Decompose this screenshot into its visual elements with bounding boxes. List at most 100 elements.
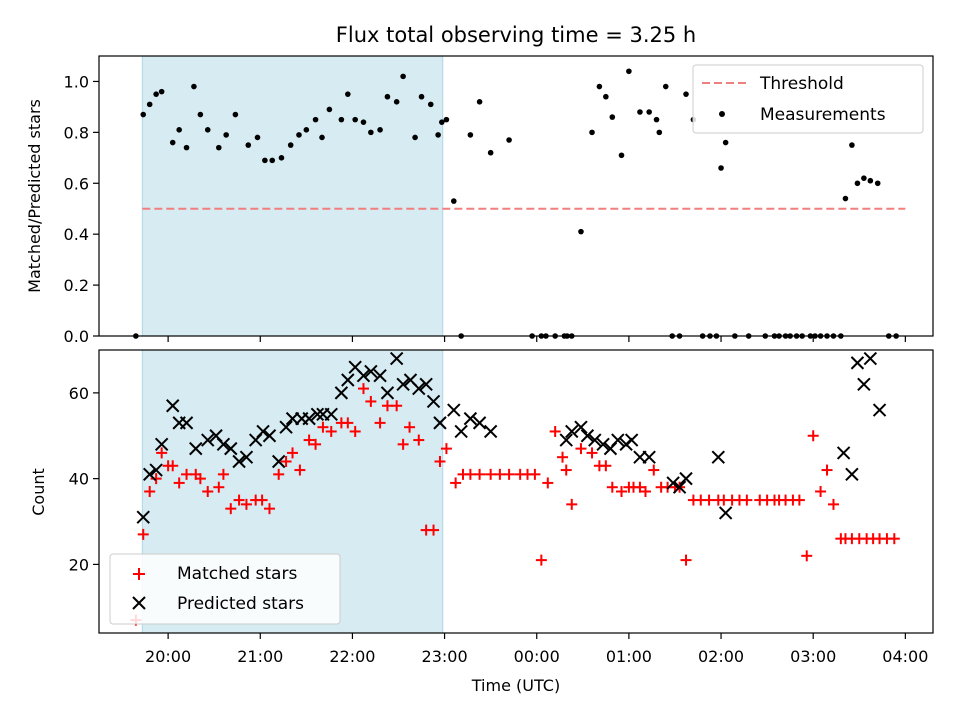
matched-star-point	[680, 554, 692, 566]
matched-star-point	[586, 447, 598, 459]
measurement-point	[254, 134, 261, 141]
top-axes-frame	[98, 55, 934, 337]
legend-threshold-label: Threshold	[759, 74, 844, 94]
measurement-point	[245, 142, 252, 148]
measurement-point	[467, 132, 474, 138]
x-tick-label: 20:00	[145, 647, 191, 666]
predicted-star-point	[596, 437, 610, 452]
legend-measurements-swatch	[719, 111, 725, 117]
measurement-point	[418, 93, 425, 100]
matched-star-point	[404, 421, 416, 433]
predicted-star-point	[373, 369, 387, 383]
matched-star-point	[549, 425, 561, 437]
matched-star-point	[807, 430, 819, 442]
matched-star-point	[503, 468, 515, 480]
bottom-legend-box	[109, 553, 341, 625]
predicted-star-point	[559, 433, 573, 447]
y-tick-label: 0.4	[64, 225, 89, 244]
predicted-star-point	[718, 506, 733, 520]
measurement-point	[609, 114, 616, 120]
measurement-point	[176, 127, 182, 133]
measurement-point	[596, 83, 603, 90]
predicted-star-point	[279, 420, 293, 434]
matched-star-point	[144, 486, 156, 497]
y-tick-label: 0.6	[64, 174, 89, 193]
predicted-star-point	[454, 424, 468, 439]
predicted-star-point	[463, 411, 478, 426]
matched-star-point	[256, 494, 268, 506]
matched-star-point	[173, 477, 185, 489]
measurement-point	[140, 111, 147, 118]
matched-star-point	[566, 498, 578, 510]
bottom-axes-frame	[98, 349, 934, 634]
top-x-axis-ticks	[167, 336, 906, 342]
matched-star-point	[575, 443, 587, 455]
matched-star-point	[225, 503, 237, 515]
top-y-axis-ticks: 0.0 0.2 0.4 0.6 0.8 1.0	[64, 72, 99, 346]
measurement-point	[204, 127, 211, 133]
measurement-point	[197, 111, 204, 118]
measurement-point	[296, 132, 302, 138]
predicted-star-point	[256, 424, 270, 439]
measurement-point	[662, 83, 669, 90]
matched-star-point	[888, 533, 900, 545]
x-tick-label: 22:00	[329, 647, 375, 666]
matched-star-point	[793, 494, 805, 506]
measurement-point	[158, 88, 165, 95]
matched-star-point	[325, 425, 337, 437]
matched-star-point	[280, 455, 292, 467]
predicted-star-point	[142, 467, 157, 482]
bottom-x-axis-ticks: 20:00 21:00 22:00 23:00 00:00 01:00 02:00 03:00…	[145, 633, 928, 666]
matched-star-point	[474, 468, 486, 480]
measurement-point	[303, 127, 310, 133]
matched-star-point	[156, 447, 168, 459]
predicted-star-point	[364, 364, 378, 379]
measurement-point	[589, 129, 595, 136]
y-tick-label: 1.0	[64, 72, 89, 91]
matched-star-point	[464, 468, 476, 480]
chart-title: Flux total observing time = 3.25 h	[336, 23, 696, 47]
matched-star-point	[233, 494, 245, 506]
measurement-point	[722, 139, 729, 146]
measurement-point	[338, 116, 345, 123]
predicted-star-point	[149, 463, 163, 477]
matched-star-point	[821, 464, 833, 476]
predicted-star-point	[447, 403, 461, 417]
measurement-point	[506, 137, 512, 143]
y-tick-label: 60	[69, 384, 89, 403]
predicted-star-point	[433, 416, 447, 430]
predicted-star-point	[624, 433, 639, 447]
predicted-star-point	[356, 369, 371, 383]
measurement-point	[393, 99, 400, 105]
matched-star-point	[194, 473, 206, 485]
matched-star-point	[287, 447, 299, 459]
matched-star-point	[801, 550, 813, 562]
matched-star-point	[317, 421, 329, 433]
predicted-star-point	[334, 386, 349, 400]
y-tick-label: 0.0	[64, 327, 89, 346]
matched-star-point	[529, 468, 541, 480]
predicted-star-point	[642, 450, 656, 464]
measurement-point	[169, 139, 176, 146]
measurement-point	[269, 157, 276, 164]
measurement-point	[842, 195, 849, 202]
matched-star-point	[440, 443, 452, 455]
matched-star-point	[397, 438, 409, 450]
measurement-point	[278, 155, 285, 161]
matched-star-point	[450, 477, 462, 489]
measurement-point	[223, 132, 229, 138]
predicted-star-point	[580, 429, 595, 443]
predicted-star-point	[302, 411, 316, 426]
measurement-point	[191, 83, 197, 90]
bottom-legend: Matched stars Predicted stars	[109, 553, 341, 625]
measurement-point	[400, 73, 406, 80]
matched-star-point	[434, 455, 446, 467]
measurement-point	[626, 68, 632, 75]
x-tick-label: 04:00	[882, 647, 928, 666]
x-tick-label: 03:00	[790, 647, 836, 666]
matched-star-point	[639, 486, 651, 497]
predicted-star-point	[863, 351, 878, 366]
predicted-star-point	[166, 399, 180, 413]
y-tick-label: 0.8	[64, 123, 89, 142]
predicted-star-point	[472, 416, 487, 430]
